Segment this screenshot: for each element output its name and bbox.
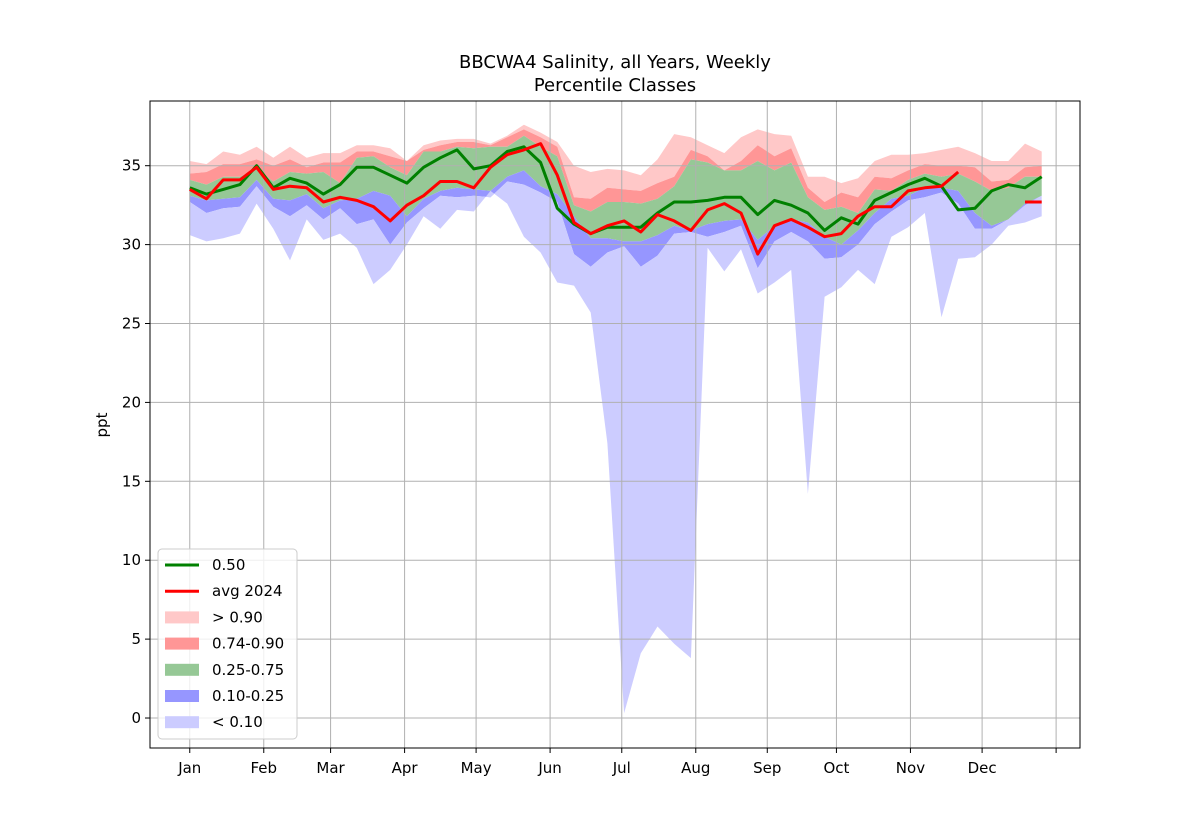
band-10-25 — [189, 170, 1042, 269]
y-tick-label: 25 — [122, 315, 141, 333]
x-tick-label: Sep — [753, 759, 781, 777]
chart-title: BBCWA4 Salinity, all Years, Weekly — [459, 52, 771, 73]
median-line — [189, 145, 1043, 236]
x-tick-label: Jun — [537, 759, 561, 777]
legend-patch-swatch — [165, 611, 199, 624]
x-axis: Jan Feb Mar Apr May Jun Jul Aug Sep Oct Nov Dec — [177, 748, 1057, 777]
band-gt-90 — [189, 124, 1042, 202]
y-tick-label: 20 — [122, 393, 141, 411]
x-tick-label: Oct — [823, 759, 849, 777]
x-tick-label: Aug — [681, 759, 710, 777]
legend-patch-swatch — [165, 663, 199, 676]
band-74-90 — [189, 129, 1042, 213]
series-lines — [189, 142, 1043, 256]
legend-patch-swatch — [165, 690, 199, 702]
x-tick-label: Dec — [968, 759, 997, 777]
percentile-bands — [189, 124, 1042, 714]
plot-frame — [149, 100, 1081, 749]
legend-label: < 0.10 — [212, 713, 263, 731]
plot-area — [150, 101, 1080, 748]
chart-subtitle: Percentile Classes — [534, 75, 696, 96]
y-tick-label: 5 — [131, 630, 141, 648]
x-tick-label: Apr — [392, 759, 419, 777]
y-tick-label: 0 — [131, 709, 141, 727]
y-tick-label: 10 — [122, 551, 141, 569]
legend-patch-swatch — [165, 716, 199, 729]
legend-label: 0.74-0.90 — [212, 635, 284, 653]
x-tick-label: Jan — [177, 759, 201, 777]
y-axis-label: ppt — [93, 412, 111, 437]
legend-patch-swatch — [165, 637, 199, 650]
y-axis: 0 5 10 15 20 25 30 35 — [122, 157, 150, 727]
band-lt-10 — [189, 181, 1042, 714]
x-tick-label: May — [461, 759, 492, 777]
y-tick-label: 35 — [122, 157, 141, 175]
legend-label: 0.10-0.25 — [212, 687, 284, 705]
legend-label: > 0.90 — [212, 608, 263, 626]
y-tick-label: 15 — [122, 472, 141, 490]
legend-label: 0.50 — [212, 556, 245, 574]
x-tick-label: Mar — [316, 759, 345, 777]
legend: 0.50 avg 2024 > 0.90 0.74-0.90 0.25-0.75 0.10… — [157, 548, 298, 740]
band-25-75 — [189, 135, 1042, 245]
x-tick-label: Feb — [250, 759, 277, 777]
legend-label: 0.25-0.75 — [212, 661, 284, 679]
y-tick-label: 30 — [122, 236, 141, 254]
avg-2024-line — [189, 142, 1042, 256]
x-tick-label: Nov — [896, 759, 925, 777]
legend-label: avg 2024 — [212, 582, 283, 600]
x-tick-label: Jul — [612, 759, 631, 777]
